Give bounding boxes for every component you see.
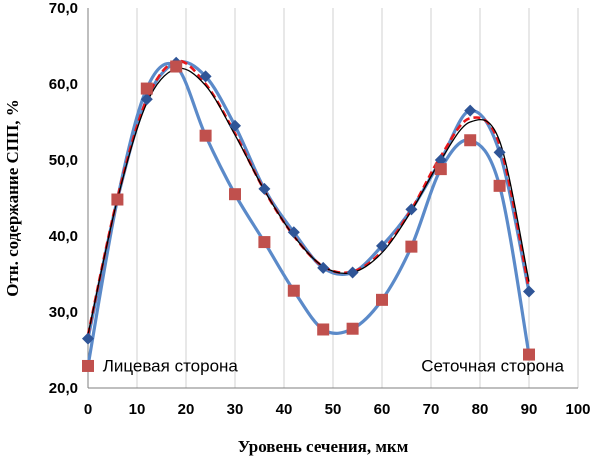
- x-tick-label: 40: [276, 401, 293, 418]
- square-point: [493, 179, 506, 192]
- y-tick-label: 30,0: [49, 304, 78, 321]
- diamond-point: [434, 154, 447, 166]
- x-tick-label: 30: [227, 401, 244, 418]
- series-0-line: [86, 60, 531, 339]
- y-tick-label: 20,0: [49, 380, 78, 397]
- diamond-point: [493, 146, 506, 159]
- square-point: [464, 134, 477, 147]
- diamond-point: [376, 239, 388, 252]
- x-tick-label: 10: [129, 401, 146, 418]
- series-3-trend: [87, 67, 530, 335]
- diamond-point: [317, 261, 330, 274]
- square-point: [287, 284, 300, 297]
- x-tick-label: 50: [325, 401, 342, 418]
- x-tick-label: 20: [178, 401, 195, 418]
- diamond-point: [405, 203, 418, 216]
- diamond-point: [229, 119, 241, 132]
- square-point: [376, 293, 388, 306]
- x-tick-label: 90: [521, 401, 538, 418]
- diamond-point: [140, 93, 153, 106]
- square-point: [199, 129, 212, 142]
- series-2-trend: [86, 59, 531, 336]
- x-tick-label: 0: [84, 401, 92, 418]
- square-point: [434, 163, 447, 176]
- series-markers: [82, 56, 535, 372]
- square-point: [170, 60, 183, 73]
- square-point: [111, 193, 124, 206]
- square-point: [82, 359, 94, 372]
- square-point: [229, 188, 241, 201]
- diamond-point: [199, 70, 212, 83]
- y-tick-label: 70,0: [49, 0, 78, 17]
- x-axis-title: Уровень сечения, мкм: [238, 437, 409, 456]
- square-point: [258, 236, 271, 249]
- x-tick-label: 60: [374, 401, 391, 418]
- series-1-line: [86, 61, 531, 367]
- square-point: [405, 240, 418, 253]
- square-point: [317, 323, 330, 336]
- y-axis-title: Отн. содержание СПП, %: [3, 99, 22, 296]
- square-point: [140, 82, 153, 95]
- diamond-point: [258, 182, 271, 195]
- tick-labels: 20,0 30,0 40,0 50,0 60,0 70,0 0 10 20 30 40 50 60 70 8…: [49, 0, 591, 418]
- y-tick-label: 50,0: [49, 152, 78, 169]
- annotation-wire-side: Сеточная сторона: [421, 356, 564, 375]
- diamond-point: [287, 226, 300, 239]
- x-tick-label: 80: [472, 401, 489, 418]
- diamond-point: [464, 104, 477, 117]
- square-point: [346, 322, 359, 335]
- square-point: [523, 348, 535, 361]
- x-tick-label: 70: [423, 401, 440, 418]
- grid: [136, 8, 579, 388]
- series-layer: [82, 56, 535, 372]
- annotation-face-side: Лицевая сторона: [103, 356, 239, 375]
- diamond-point: [523, 285, 535, 298]
- series-lines: [86, 59, 531, 367]
- y-tick-label: 60,0: [49, 76, 78, 93]
- y-tick-label: 40,0: [49, 228, 78, 245]
- diamond-point: [346, 266, 359, 279]
- x-tick-label: 100: [565, 401, 590, 418]
- diamond-point: [82, 332, 94, 345]
